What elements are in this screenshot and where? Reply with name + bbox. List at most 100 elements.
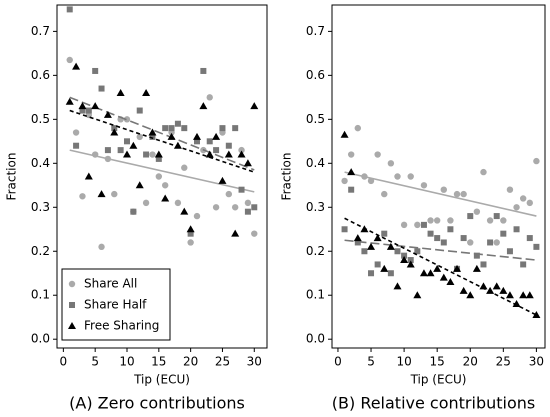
point: [513, 204, 520, 211]
point: [149, 133, 156, 140]
point: [419, 269, 428, 277]
point: [199, 102, 208, 110]
point: [174, 199, 182, 207]
y-tick-label: 0.4: [31, 156, 50, 170]
point: [231, 204, 239, 211]
point: [224, 150, 233, 158]
point: [381, 190, 388, 198]
chart-title: (A) Zero contributions: [69, 394, 245, 413]
x-tick-label: 25: [496, 355, 511, 369]
point: [533, 157, 540, 165]
y-tick-label: 0.3: [306, 200, 325, 214]
legend-marker: [69, 302, 75, 308]
point: [231, 229, 240, 237]
point: [155, 155, 162, 162]
point: [219, 125, 226, 132]
x-tick-label: 30: [247, 355, 262, 369]
point: [161, 182, 169, 189]
point: [440, 186, 447, 193]
point: [453, 190, 461, 198]
trend-line: [69, 96, 255, 171]
point: [181, 164, 188, 171]
point: [243, 159, 252, 167]
point: [386, 242, 395, 250]
point: [420, 182, 428, 189]
point: [84, 172, 93, 180]
point: [173, 141, 182, 149]
point: [480, 261, 487, 268]
legend-label: Share All: [84, 277, 137, 291]
point: [136, 133, 143, 141]
trend-line: [69, 109, 255, 173]
point: [73, 142, 80, 149]
point: [110, 128, 119, 136]
point: [186, 225, 195, 233]
point: [354, 239, 361, 246]
point: [512, 300, 521, 308]
point: [79, 107, 86, 114]
point: [526, 199, 533, 207]
point: [97, 190, 106, 198]
y-axis-label: Fraction: [280, 153, 294, 201]
point: [407, 173, 414, 180]
legend-box: [61, 268, 171, 341]
point: [373, 234, 382, 242]
point: [480, 168, 487, 176]
trend-line: [344, 239, 537, 261]
point: [174, 120, 181, 127]
point: [238, 186, 245, 193]
point: [381, 230, 388, 237]
trend-line: [344, 217, 537, 316]
point: [486, 217, 494, 224]
point: [427, 217, 434, 224]
point: [187, 239, 194, 246]
point: [446, 278, 455, 286]
x-tick-label: 20: [463, 355, 478, 369]
point: [506, 186, 514, 193]
point: [394, 173, 401, 180]
x-tick-label: 30: [529, 355, 544, 369]
point: [447, 226, 454, 233]
point: [506, 248, 513, 255]
point: [420, 221, 427, 228]
x-tick-label: 5: [367, 355, 375, 369]
point: [250, 102, 259, 110]
point: [354, 124, 361, 132]
point: [340, 130, 349, 138]
x-axis-label: Tip (ECU): [133, 373, 190, 387]
point: [123, 116, 131, 123]
point: [116, 88, 125, 96]
point: [473, 252, 480, 259]
point: [453, 264, 462, 272]
point: [72, 62, 81, 70]
point: [459, 286, 468, 294]
point: [500, 217, 507, 224]
point: [367, 242, 376, 250]
point: [251, 230, 258, 237]
chart-title: (B) Relative contributions: [332, 394, 535, 413]
point: [526, 235, 533, 242]
point: [123, 150, 131, 158]
point: [98, 243, 105, 251]
x-tick-label: 10: [119, 355, 134, 369]
point: [487, 239, 494, 246]
point: [479, 282, 488, 290]
point: [244, 199, 252, 207]
point: [85, 107, 92, 114]
y-tick-label: 0.6: [306, 68, 325, 82]
point: [460, 190, 467, 198]
point: [505, 291, 514, 299]
point: [162, 125, 169, 132]
point: [427, 230, 434, 237]
point: [213, 147, 220, 154]
point: [401, 252, 408, 259]
point: [66, 56, 73, 64]
point: [374, 151, 381, 158]
point: [135, 181, 144, 189]
point: [206, 94, 213, 101]
point: [124, 138, 130, 145]
plot-frame: [331, 4, 546, 349]
point: [368, 270, 375, 277]
trend-line: [69, 149, 255, 193]
